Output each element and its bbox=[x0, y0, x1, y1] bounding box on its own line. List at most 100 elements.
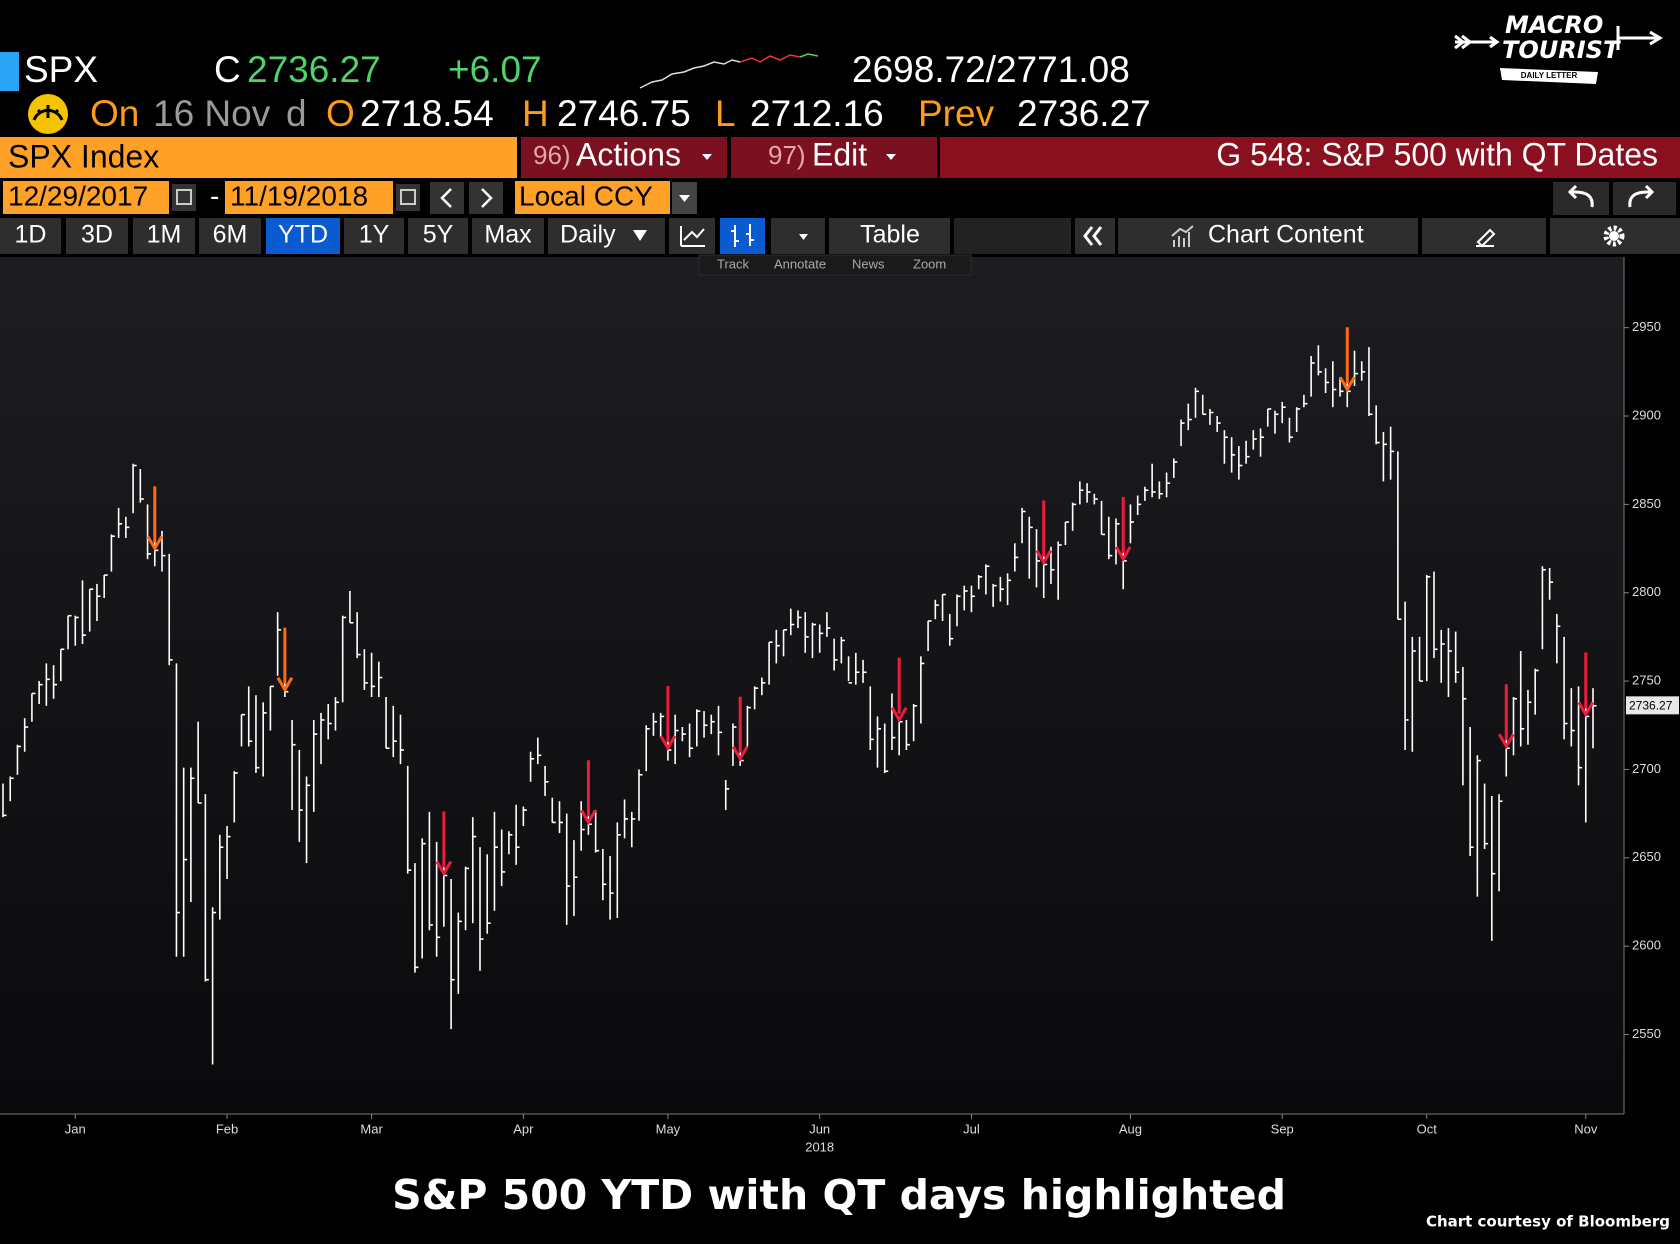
period-label: 5Y bbox=[423, 221, 454, 249]
prev-button[interactable] bbox=[430, 182, 464, 214]
tool-label[interactable]: Annotate bbox=[774, 256, 826, 271]
actions-button[interactable] bbox=[521, 137, 727, 178]
security: SPX Index bbox=[8, 138, 159, 174]
qt-arrow bbox=[1035, 500, 1053, 566]
prev-chevron bbox=[440, 188, 452, 208]
y-tick-label: 2600 bbox=[1632, 938, 1661, 953]
calendar-icon bbox=[400, 189, 416, 205]
next-button[interactable] bbox=[469, 182, 503, 214]
open-label: O bbox=[326, 93, 355, 134]
logo-line2: TOURIST bbox=[1502, 36, 1621, 64]
qt-arrow-head bbox=[1577, 701, 1595, 718]
period-button[interactable] bbox=[266, 218, 340, 254]
tool-label[interactable]: Zoom bbox=[913, 256, 946, 271]
source: Chart courtesy of Bloomberg bbox=[1426, 1213, 1670, 1231]
period-button[interactable] bbox=[408, 218, 468, 254]
period-label: Max bbox=[484, 221, 532, 249]
qt-arrow-head bbox=[1114, 546, 1132, 562]
edit-button[interactable] bbox=[731, 137, 937, 178]
function-title: G 548: S&P 500 with QT Dates bbox=[1216, 136, 1658, 172]
y-tick-label: 2950 bbox=[1632, 319, 1661, 334]
redo-icon bbox=[1628, 184, 1655, 208]
redo-button[interactable] bbox=[1613, 182, 1676, 215]
period-button[interactable] bbox=[199, 218, 261, 254]
chart-content-label: Chart Content bbox=[1208, 221, 1364, 249]
qt-arrow-head bbox=[146, 535, 164, 552]
prev-value: 2736.27 bbox=[1017, 93, 1151, 134]
table-button[interactable] bbox=[829, 218, 950, 254]
calendar-button[interactable] bbox=[396, 184, 420, 211]
last-price-label: 2736.27 bbox=[1629, 699, 1673, 713]
period-button[interactable] bbox=[472, 218, 544, 254]
calendar-button[interactable] bbox=[172, 184, 196, 211]
x-tick-label: Jan bbox=[65, 1121, 86, 1136]
table-label: Table bbox=[860, 221, 920, 249]
qt-arrow bbox=[731, 696, 749, 762]
qt-arrow-head bbox=[1497, 733, 1515, 750]
qt-arrow-head bbox=[276, 676, 294, 693]
close-label: C bbox=[214, 49, 241, 90]
tool-label[interactable]: Track bbox=[717, 256, 750, 271]
period-label: 3D bbox=[81, 221, 113, 249]
edit-number: 97) bbox=[768, 140, 806, 170]
x-tick-label: Jun bbox=[809, 1121, 830, 1136]
actions-number: 96) bbox=[533, 140, 571, 170]
settings-hub bbox=[1609, 231, 1619, 241]
period-button[interactable] bbox=[133, 218, 195, 254]
prev-label: Prev bbox=[918, 93, 995, 134]
on-label: On bbox=[90, 93, 139, 134]
end-date-box[interactable] bbox=[225, 181, 393, 214]
qt-arrow bbox=[276, 627, 294, 693]
start-date-box[interactable] bbox=[3, 181, 169, 214]
x-tick-label: Apr bbox=[513, 1121, 534, 1136]
settings-icon bbox=[1603, 225, 1625, 247]
frequency: Daily bbox=[560, 221, 616, 249]
actions-label: Actions bbox=[576, 136, 681, 172]
ticker-marker bbox=[0, 52, 19, 91]
x-sublabel: 2018 bbox=[805, 1139, 834, 1154]
toolbar-row: Daily Table Chart Content bbox=[548, 218, 1680, 276]
edit-caret bbox=[886, 154, 896, 160]
collapse-icon bbox=[1083, 226, 1103, 246]
price-bars bbox=[2, 345, 1597, 1065]
qt-arrow bbox=[1114, 496, 1132, 562]
quote-freq: d bbox=[286, 93, 307, 134]
function-bar bbox=[940, 137, 1680, 178]
y-tick-label: 2700 bbox=[1632, 761, 1661, 776]
day-range: 2698.72/2771.08 bbox=[852, 49, 1130, 90]
qt-arrow bbox=[1338, 327, 1356, 393]
bar-chart-button[interactable] bbox=[720, 218, 765, 254]
qt-arrow-head bbox=[731, 745, 749, 762]
undo-button[interactable] bbox=[1553, 182, 1609, 215]
period-label: YTD bbox=[278, 221, 328, 249]
open-value: 2718.54 bbox=[360, 93, 494, 134]
period-button[interactable] bbox=[66, 218, 128, 254]
period-button[interactable] bbox=[0, 218, 61, 254]
logo-line3: DAILY LETTER bbox=[1521, 71, 1578, 80]
calendar-icon bbox=[176, 189, 192, 205]
logo-arrow-left bbox=[1454, 34, 1500, 50]
logo-arrow-right bbox=[1616, 26, 1663, 50]
y-tick-label: 2650 bbox=[1632, 849, 1661, 864]
low-value: 2712.16 bbox=[750, 93, 884, 134]
frequency-button[interactable] bbox=[548, 218, 665, 254]
qt-arrow bbox=[659, 685, 677, 751]
logo-line1: MACRO bbox=[1505, 11, 1603, 39]
period-button[interactable] bbox=[344, 218, 404, 254]
tool-label[interactable]: News bbox=[852, 256, 885, 271]
quote-date: 16 Nov bbox=[153, 93, 271, 134]
sparkline-up bbox=[799, 53, 819, 58]
chart-type-caret bbox=[799, 234, 808, 240]
currency-box[interactable] bbox=[515, 181, 670, 214]
y-tick-label: 2750 bbox=[1632, 673, 1661, 688]
x-tick-label: Nov bbox=[1574, 1121, 1598, 1136]
line-chart-button[interactable] bbox=[669, 218, 715, 254]
actions-caret bbox=[702, 154, 712, 160]
dropdown-caret bbox=[679, 195, 690, 202]
security-box[interactable] bbox=[0, 137, 517, 178]
y-tick-label: 2550 bbox=[1632, 1026, 1661, 1041]
x-tick-label: Mar bbox=[360, 1121, 383, 1136]
chart-type-dropdown[interactable] bbox=[771, 218, 825, 254]
chart-content-button[interactable] bbox=[1118, 218, 1418, 254]
